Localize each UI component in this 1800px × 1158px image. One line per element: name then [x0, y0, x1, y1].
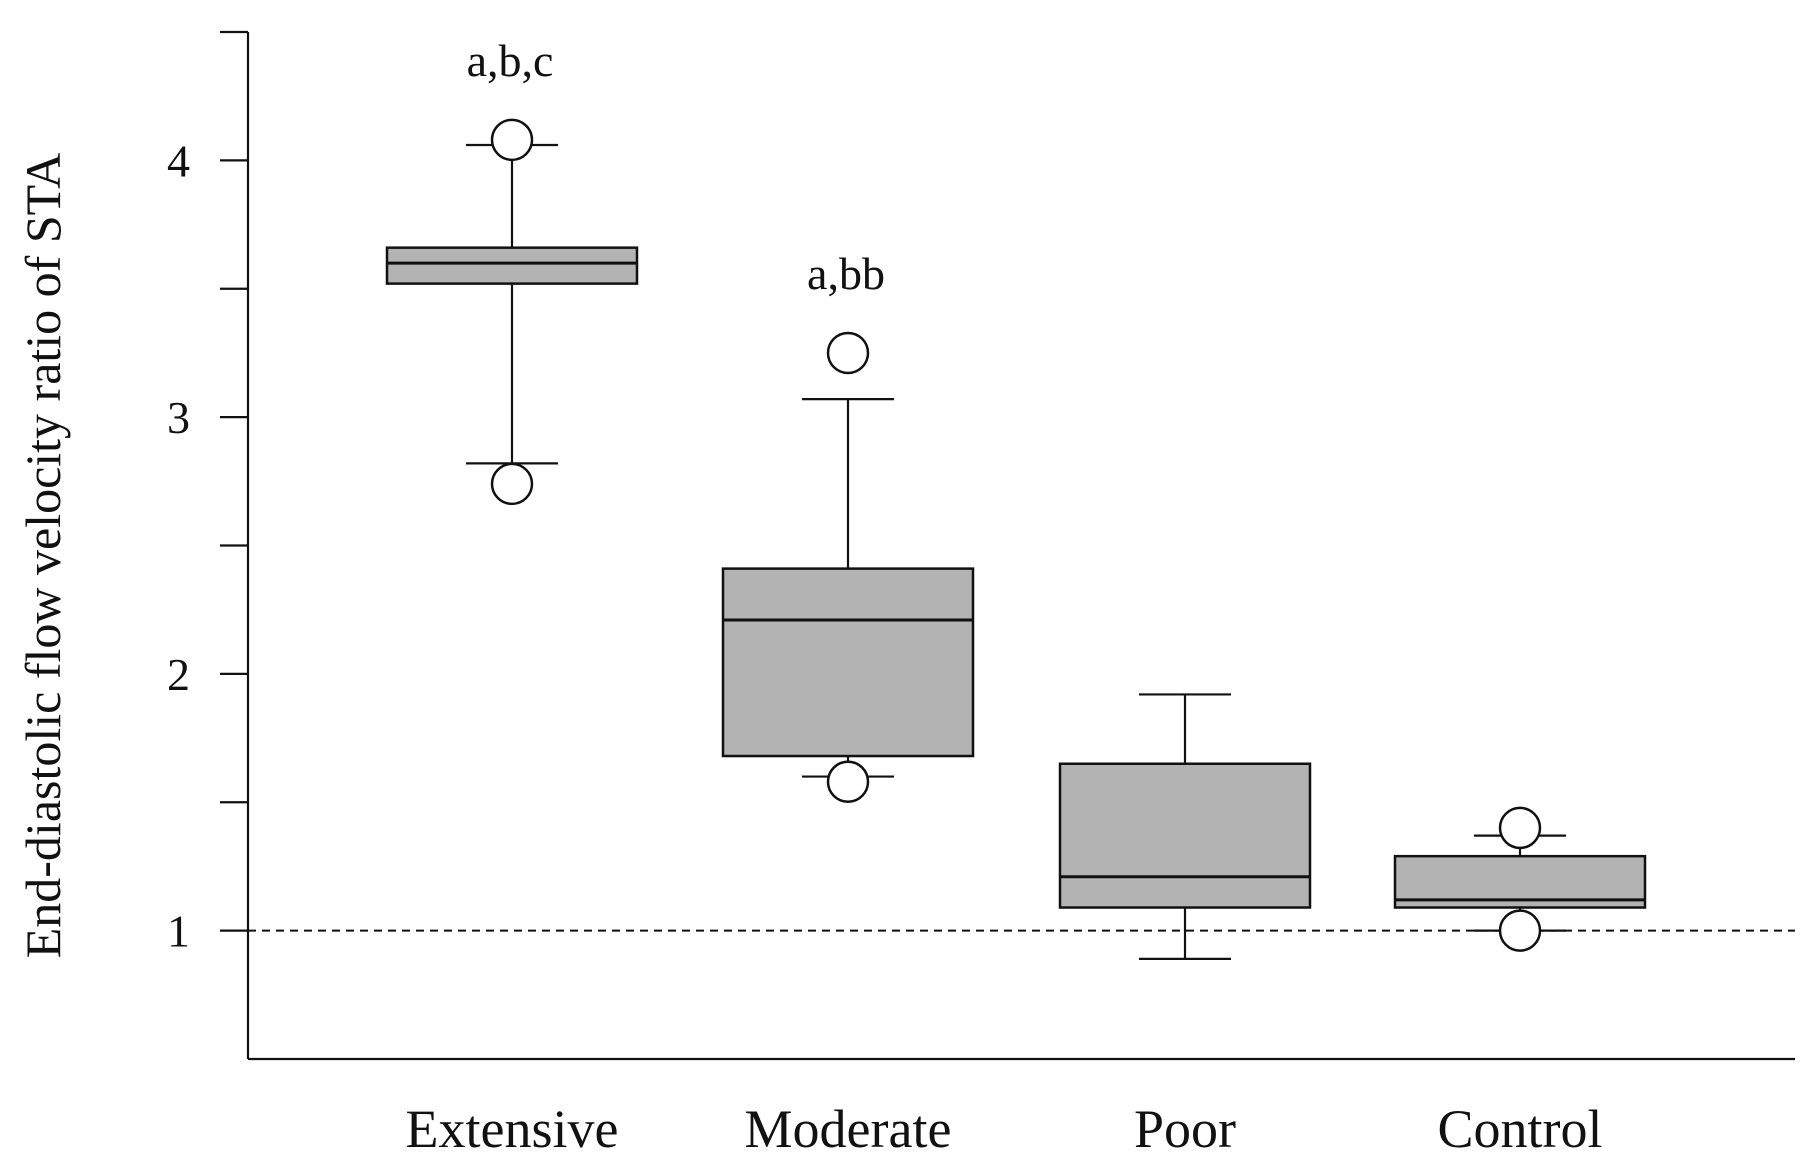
significance-annotation: a,bb	[807, 248, 885, 299]
outlier-point	[826, 760, 870, 803]
box-iqr	[721, 567, 975, 758]
y-axis-label: End-diastolic flow velocity ratio of STA	[15, 153, 71, 959]
box-group-control	[1393, 806, 1647, 952]
y-ticks: 1 2 3 4	[167, 30, 248, 957]
box-iqr	[1058, 762, 1312, 909]
significance-annotation: a,b,c	[467, 35, 554, 86]
outlier-point	[1498, 806, 1542, 850]
box-group-moderate: a,bb	[721, 248, 975, 803]
outlier-point	[1498, 909, 1542, 952]
y-tick-label: 2	[167, 649, 190, 700]
category-label: Control	[1437, 1099, 1602, 1158]
outlier-point	[826, 331, 870, 375]
y-tick-label: 1	[167, 906, 190, 957]
category-label: Moderate	[745, 1099, 952, 1158]
outlier-point	[490, 462, 534, 506]
y-tick-label: 3	[167, 392, 190, 443]
box-group-poor	[1058, 693, 1312, 960]
y-tick-label: 4	[167, 135, 190, 186]
boxes: a,b,c a,bb	[385, 35, 1647, 960]
category-label: Poor	[1134, 1099, 1236, 1158]
category-labels: Extensive Moderate Poor Control	[406, 1099, 1603, 1158]
box-group-extensive: a,b,c	[385, 35, 639, 506]
category-label: Extensive	[406, 1099, 619, 1158]
outlier-point	[490, 118, 534, 162]
box-iqr	[385, 246, 639, 285]
